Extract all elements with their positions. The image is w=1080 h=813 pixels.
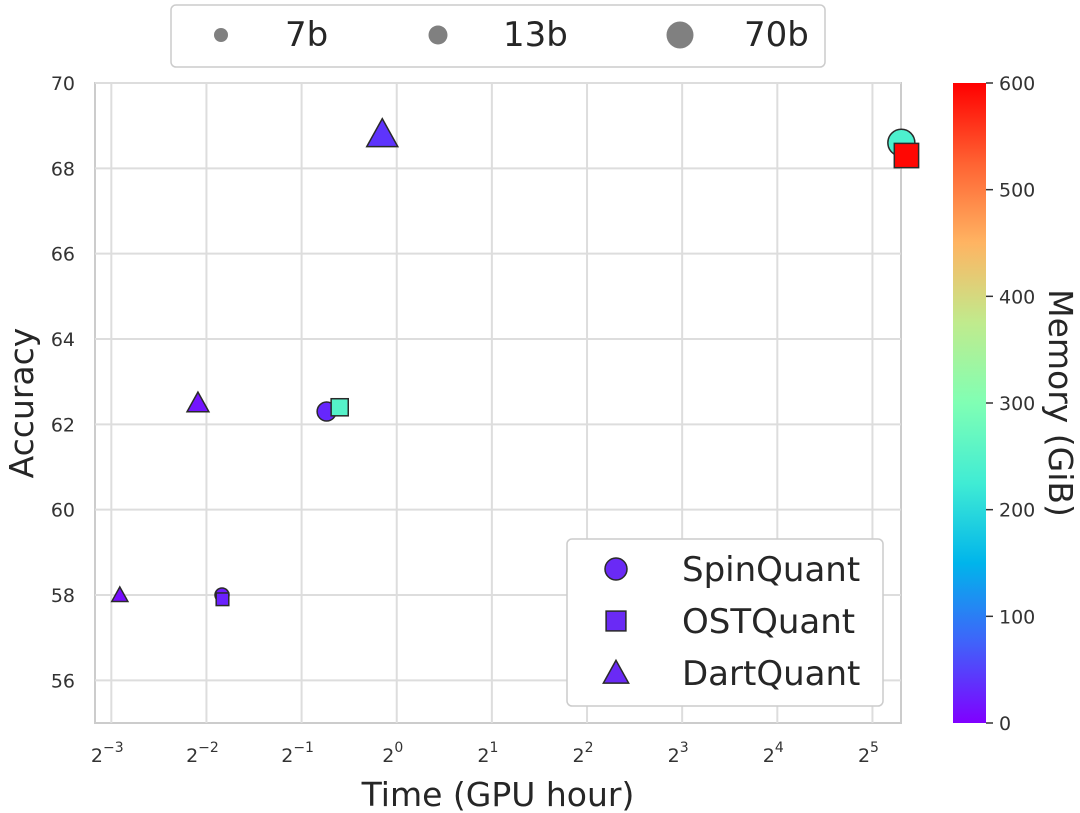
- colorbar-tick-label: 200: [999, 500, 1035, 522]
- y-axis-ticks: 56 58 60 62 64 66 68 70: [51, 73, 75, 692]
- method-legend-label: DartQuant: [682, 654, 860, 694]
- colorbar-tick-label: 100: [999, 606, 1035, 628]
- size-legend-marker-70b: [666, 21, 694, 49]
- data-point-ostquant-13b: [330, 397, 349, 417]
- x-tick-label: 21: [477, 740, 498, 767]
- data-point-dartquant-70b: [365, 117, 400, 148]
- method-legend-marker-dartquant: [602, 658, 630, 684]
- colorbar-tick-label: 400: [999, 286, 1035, 308]
- size-legend: 7b 13b 70b: [214, 15, 809, 55]
- method-legend-label: SpinQuant: [682, 550, 860, 590]
- colorbar-label: Memory (GiB): [1041, 289, 1080, 517]
- y-axis-label: Accuracy: [2, 328, 41, 479]
- x-tick-label: 24: [763, 740, 784, 767]
- x-tick-label: 2−2: [186, 740, 219, 767]
- colorbar-tick-label: 500: [999, 180, 1035, 202]
- y-tick-label: 58: [51, 585, 75, 607]
- method-legend-marker-ostquant: [605, 610, 627, 632]
- data-point-ostquant-7b: [215, 592, 230, 607]
- method-legend: SpinQuant OSTQuant DartQuant: [602, 550, 860, 694]
- y-tick-label: 64: [51, 329, 75, 351]
- x-axis-ticks: 2−3 2−2 2−1 20 21 22 23 24 25: [91, 740, 879, 767]
- method-legend-label: OSTQuant: [682, 602, 855, 642]
- y-tick-label: 56: [51, 670, 75, 692]
- size-legend-marker-13b: [428, 25, 448, 45]
- method-legend-box: [566, 538, 884, 707]
- data-point-ostquant-70b: [893, 142, 920, 169]
- x-tick-label: 25: [858, 740, 879, 767]
- y-tick-label: 68: [51, 158, 75, 180]
- x-tick-label: 22: [573, 740, 594, 767]
- data-point-dartquant-7b: [110, 585, 130, 603]
- x-tick-label: 20: [382, 740, 403, 767]
- y-tick-label: 66: [51, 244, 75, 266]
- colorbar-tick-label: 300: [999, 393, 1035, 415]
- colorbar-ticks: 0 100 200 300 400 500 600: [986, 73, 1035, 735]
- y-tick-label: 60: [51, 500, 75, 522]
- colorbar-tick-label: 0: [999, 713, 1011, 735]
- x-tick-label: 23: [668, 740, 689, 767]
- x-axis-label: Time (GPU hour): [361, 775, 635, 813]
- x-tick-label: 2−3: [91, 740, 124, 767]
- size-legend-label: 13b: [503, 15, 568, 55]
- size-legend-label: 7b: [285, 15, 328, 55]
- x-tick-label: 2−1: [281, 740, 314, 767]
- y-tick-label: 62: [51, 414, 75, 436]
- colorbar-tick-label: 600: [999, 73, 1035, 95]
- size-legend-marker-7b: [214, 28, 228, 42]
- colorbar: [953, 83, 986, 723]
- data-point-dartquant-13b: [185, 390, 211, 413]
- method-legend-marker-spinquant: [604, 557, 628, 581]
- size-legend-label: 70b: [744, 15, 809, 55]
- size-legend-box: [170, 4, 826, 68]
- data-points: [110, 117, 920, 607]
- y-tick-label: 70: [51, 73, 75, 95]
